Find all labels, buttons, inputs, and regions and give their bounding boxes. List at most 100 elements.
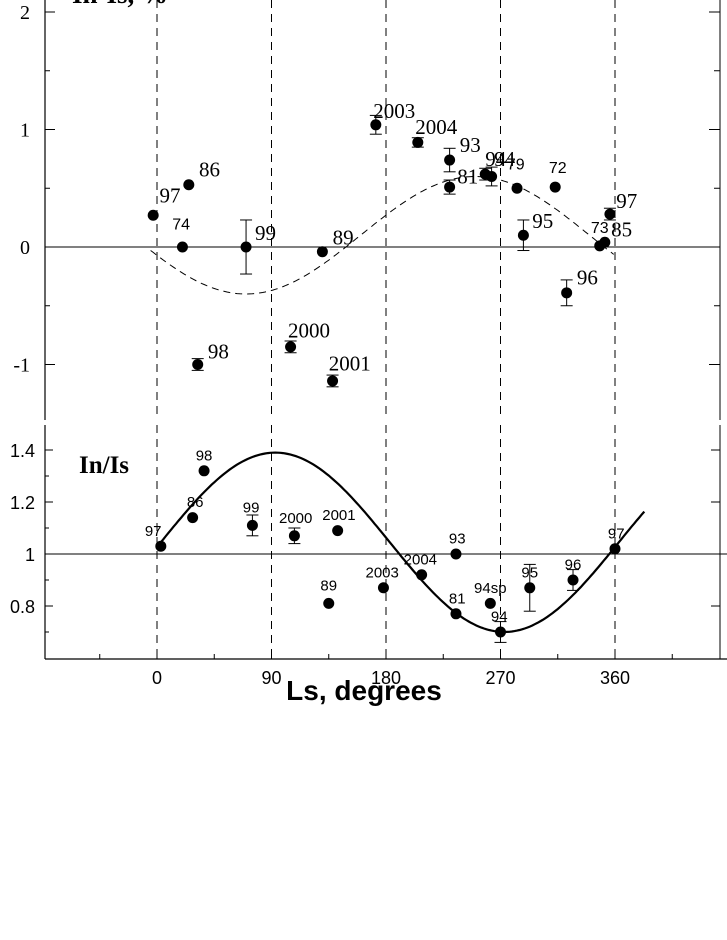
x-tick-label: 0 — [152, 668, 162, 688]
top-point — [240, 219, 253, 275]
bottom-point — [187, 512, 199, 524]
bottom-marker — [495, 626, 506, 638]
top-point-label: 96 — [577, 266, 598, 290]
bottom-point — [377, 582, 389, 594]
bottom-point-label: 99 — [243, 499, 260, 516]
top-point — [411, 136, 424, 148]
top-point — [183, 179, 195, 191]
bottom-marker — [524, 582, 536, 594]
top-point-label: 93 — [460, 133, 481, 157]
bottom-point — [450, 548, 462, 560]
top-marker — [517, 229, 529, 241]
top-point-label: 81 — [457, 165, 478, 189]
bottom-point — [609, 543, 621, 555]
top-point-label: 72 — [549, 160, 567, 177]
top-point-label: 89 — [333, 226, 354, 250]
bottom-panel-title: In/Is — [79, 452, 129, 479]
top-point — [443, 147, 456, 173]
bottom-point — [246, 514, 259, 537]
top-vertical-reference-lines — [156, 0, 616, 420]
top-point-label: 94 — [494, 147, 516, 171]
bottom-point — [494, 621, 507, 643]
top-point-label: 94 — [485, 147, 507, 171]
top-point-label: 97 — [616, 189, 637, 213]
bottom-point — [288, 527, 301, 545]
top-point — [443, 179, 456, 195]
bottom-marker — [450, 548, 462, 560]
bottom-point-label: 2000 — [279, 510, 312, 527]
bottom-point — [416, 569, 428, 581]
top-point-label: 85 — [611, 217, 632, 241]
top-point — [284, 340, 297, 354]
top-y-tick-label: 0 — [20, 237, 30, 259]
bottom-point-labels: 97 86 98 99 2000 89 2001 2003 2004 93 81 94sp 94 95 96… — [145, 447, 625, 625]
top-panel-title: In-Is, % — [72, 0, 168, 9]
top-point-label: 74 — [172, 216, 190, 233]
bottom-point — [523, 563, 536, 612]
x-tick-label: 360 — [600, 668, 630, 688]
top-marker — [561, 287, 573, 299]
bottom-vertical-reference-lines — [156, 425, 616, 659]
top-marker — [240, 241, 252, 253]
top-point-label: 97 — [160, 183, 181, 207]
top-point-label: 73 — [591, 220, 609, 237]
top-point — [485, 166, 498, 187]
bottom-marker — [323, 597, 335, 609]
top-marker — [183, 179, 195, 191]
bottom-point — [484, 597, 496, 609]
bottom-fit-curve — [159, 451, 646, 634]
top-y-ticks: 2 1 0 -1 — [13, 2, 720, 377]
top-marker — [486, 171, 498, 182]
bottom-point-label: 94 — [491, 609, 508, 626]
top-point — [517, 219, 530, 252]
bottom-marker — [484, 597, 496, 609]
bottom-point-label: 97 — [145, 523, 162, 540]
x-axis-label: Ls, degrees — [286, 675, 442, 706]
bottom-point-label: 2001 — [322, 507, 355, 524]
bottom-marker — [198, 465, 210, 477]
bottom-point-label: 2003 — [365, 564, 398, 581]
bottom-point-label: 89 — [320, 577, 337, 594]
top-marker — [316, 246, 328, 258]
top-point — [316, 246, 328, 258]
top-marker — [604, 208, 616, 220]
top-point — [369, 114, 382, 135]
top-marker — [147, 209, 159, 221]
top-marker — [176, 241, 188, 253]
bottom-marker — [609, 543, 621, 555]
x-tick-label: 270 — [485, 668, 515, 688]
top-marker — [599, 236, 611, 248]
top-point-label: 2001 — [329, 351, 371, 375]
top-point-label: 2000 — [288, 318, 330, 342]
top-marker — [327, 375, 339, 387]
bottom-point-label: 93 — [449, 531, 466, 548]
top-marker — [192, 359, 204, 370]
bottom-point-label: 94sp — [474, 580, 507, 597]
bottom-point-label: 97 — [608, 525, 625, 542]
bottom-marker — [450, 608, 462, 620]
bottom-y-ticks: 1.4 1.2 1 0.8 — [10, 441, 720, 633]
bottom-point-label: 81 — [449, 590, 466, 607]
top-point — [176, 241, 188, 253]
bottom-point-label: 96 — [565, 557, 582, 574]
top-y-tick-label: 1 — [20, 120, 30, 142]
bottom-marker — [288, 530, 300, 542]
bottom-marker — [187, 512, 199, 524]
top-point-label: 95 — [532, 209, 553, 233]
bottom-marker — [377, 582, 389, 594]
top-point — [599, 236, 611, 248]
bottom-y-tick-label: 1 — [25, 545, 35, 565]
bottom-panel-in-over-is: 1.4 1.2 1 0.8 0 90 180 270 360 97 86 98 99 2000 89 20… — [10, 425, 727, 688]
top-point — [560, 279, 573, 307]
top-marker — [444, 181, 456, 193]
top-fit-curve — [150, 176, 615, 295]
x-tick-label: 90 — [261, 668, 281, 688]
bottom-marker — [246, 519, 258, 531]
top-point — [326, 374, 339, 388]
bottom-point — [323, 597, 335, 609]
bottom-point-label: 2004 — [404, 551, 437, 568]
bottom-marker — [567, 574, 579, 586]
